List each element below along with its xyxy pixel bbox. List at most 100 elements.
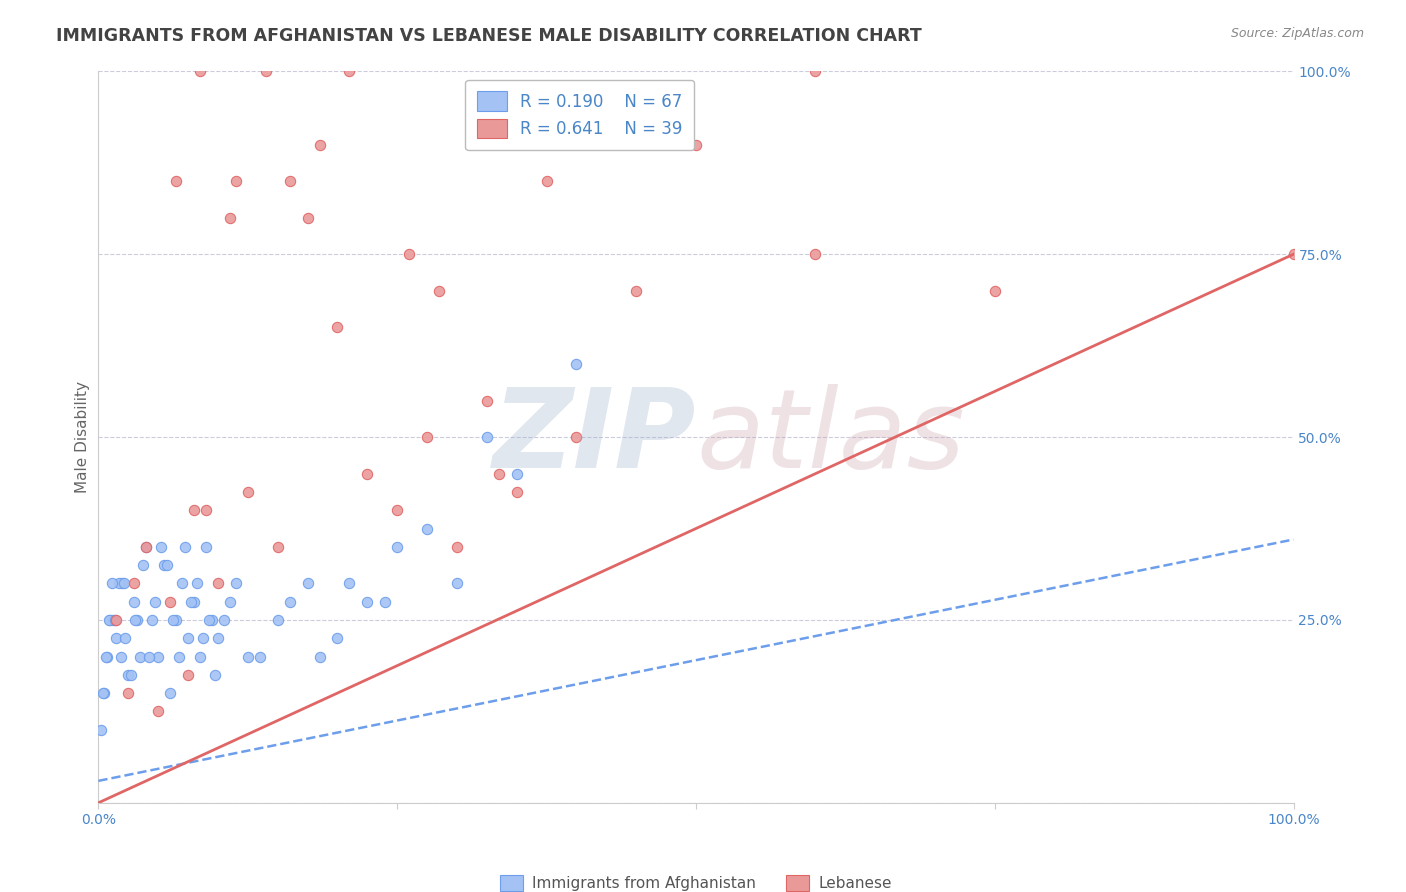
Point [339, 64, 361, 78]
Point [195, 540, 218, 554]
Point [204, 667, 226, 681]
Point [188, 64, 211, 78]
Y-axis label: Male Disability: Male Disability [75, 381, 90, 493]
Point [90, 723, 112, 737]
Point [506, 485, 529, 500]
Point [159, 686, 181, 700]
Point [385, 540, 409, 554]
Legend: Immigrants from Afghanistan, Lebanese: Immigrants from Afghanistan, Lebanese [494, 869, 898, 892]
Point [446, 576, 468, 591]
Point [565, 430, 588, 444]
Point [475, 430, 498, 444]
Point [93, 686, 115, 700]
Point [105, 613, 128, 627]
Text: atlas: atlas [696, 384, 965, 491]
Point [326, 320, 349, 334]
Point [267, 540, 290, 554]
Point [356, 467, 378, 481]
Point [506, 467, 529, 481]
Point [626, 284, 648, 298]
Point [201, 613, 224, 627]
Point [135, 540, 157, 554]
Point [91, 686, 114, 700]
Point [148, 649, 170, 664]
Point [183, 503, 205, 517]
Point [98, 613, 122, 627]
Point [356, 594, 378, 608]
Point [110, 649, 132, 664]
Point [236, 485, 259, 500]
Point [446, 540, 468, 554]
Point [804, 247, 827, 261]
Point [165, 613, 187, 627]
Point [249, 649, 271, 664]
Point [804, 64, 827, 78]
Point [162, 613, 184, 627]
Point [416, 521, 439, 535]
Point [143, 594, 166, 608]
Text: IMMIGRANTS FROM AFGHANISTAN VS LEBANESE MALE DISABILITY CORRELATION CHART: IMMIGRANTS FROM AFGHANISTAN VS LEBANESE … [56, 27, 922, 45]
Point [207, 576, 229, 591]
Point [104, 613, 127, 627]
Point [297, 576, 319, 591]
Point [183, 594, 205, 608]
Point [129, 649, 152, 664]
Point [565, 357, 588, 371]
Point [148, 705, 170, 719]
Point [278, 174, 301, 188]
Point [138, 649, 160, 664]
Point [180, 594, 202, 608]
Point [685, 137, 707, 152]
Point [141, 613, 163, 627]
Point [416, 430, 439, 444]
Point [98, 613, 121, 627]
Point [165, 174, 187, 188]
Point [212, 613, 235, 627]
Point [127, 613, 149, 627]
Point [475, 393, 498, 408]
Point [150, 540, 173, 554]
Point [385, 503, 409, 517]
Point [195, 503, 218, 517]
Point [159, 594, 181, 608]
Point [191, 632, 214, 646]
Point [135, 540, 157, 554]
Point [156, 558, 179, 573]
Point [96, 649, 118, 664]
Point [278, 594, 301, 608]
Point [219, 594, 242, 608]
Point [94, 649, 117, 664]
Point [117, 686, 139, 700]
Point [132, 558, 155, 573]
Point [427, 284, 450, 298]
Point [117, 667, 139, 681]
Point [172, 576, 194, 591]
Point [108, 576, 131, 591]
Point [112, 576, 135, 591]
Point [177, 667, 200, 681]
Point [374, 594, 396, 608]
Point [174, 540, 197, 554]
Text: Source: ZipAtlas.com: Source: ZipAtlas.com [1230, 27, 1364, 40]
Point [308, 137, 330, 152]
Point [536, 174, 558, 188]
Point [984, 284, 1007, 298]
Point [111, 576, 134, 591]
Point [326, 632, 349, 646]
Point [236, 649, 259, 664]
Point [103, 613, 125, 627]
Point [177, 632, 200, 646]
Point [153, 558, 176, 573]
Point [254, 64, 277, 78]
Point [186, 576, 208, 591]
Point [398, 247, 420, 261]
Point [308, 649, 330, 664]
Point [124, 594, 146, 608]
Point [267, 613, 290, 627]
Point [120, 667, 142, 681]
Point [114, 632, 136, 646]
Point [198, 613, 221, 627]
Point [124, 613, 146, 627]
Point [488, 467, 510, 481]
Point [207, 632, 229, 646]
